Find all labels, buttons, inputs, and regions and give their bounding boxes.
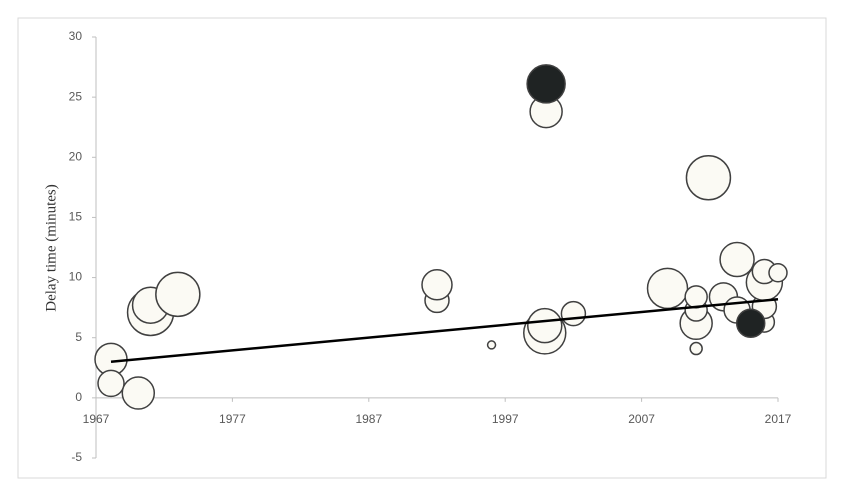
y-axis-label: Delay time (minutes) <box>43 184 59 311</box>
bubble <box>421 269 453 301</box>
y-tick-label: 5 <box>75 330 82 344</box>
bubble <box>527 307 563 344</box>
x-tick-label: 1967 <box>83 412 110 426</box>
bubble <box>486 340 497 350</box>
x-tick-label: 1977 <box>219 412 246 426</box>
y-tick-label: -5 <box>71 450 82 464</box>
bubble <box>526 64 566 104</box>
bubble <box>719 241 755 278</box>
bubble <box>685 154 732 201</box>
y-tick-label: 30 <box>69 29 83 43</box>
x-tick-label: 2017 <box>765 412 792 426</box>
x-tick-label: 1987 <box>355 412 382 426</box>
bubble <box>735 308 766 339</box>
bubble <box>560 300 587 327</box>
bubble <box>121 376 156 410</box>
bubble <box>97 369 125 398</box>
y-tick-label: 15 <box>69 210 83 224</box>
trendline <box>110 297 779 364</box>
y-tick-label: 25 <box>69 89 83 103</box>
x-tick-label: 1997 <box>492 412 519 426</box>
y-tick-label: 20 <box>69 149 83 163</box>
bubble <box>155 271 201 318</box>
bubble <box>689 341 703 356</box>
bubble <box>684 285 708 309</box>
y-tick-label: 10 <box>69 270 83 284</box>
bubble <box>646 267 689 310</box>
y-tick-label: 0 <box>75 390 82 404</box>
x-tick-label: 2007 <box>628 412 655 426</box>
bubble <box>768 263 788 283</box>
